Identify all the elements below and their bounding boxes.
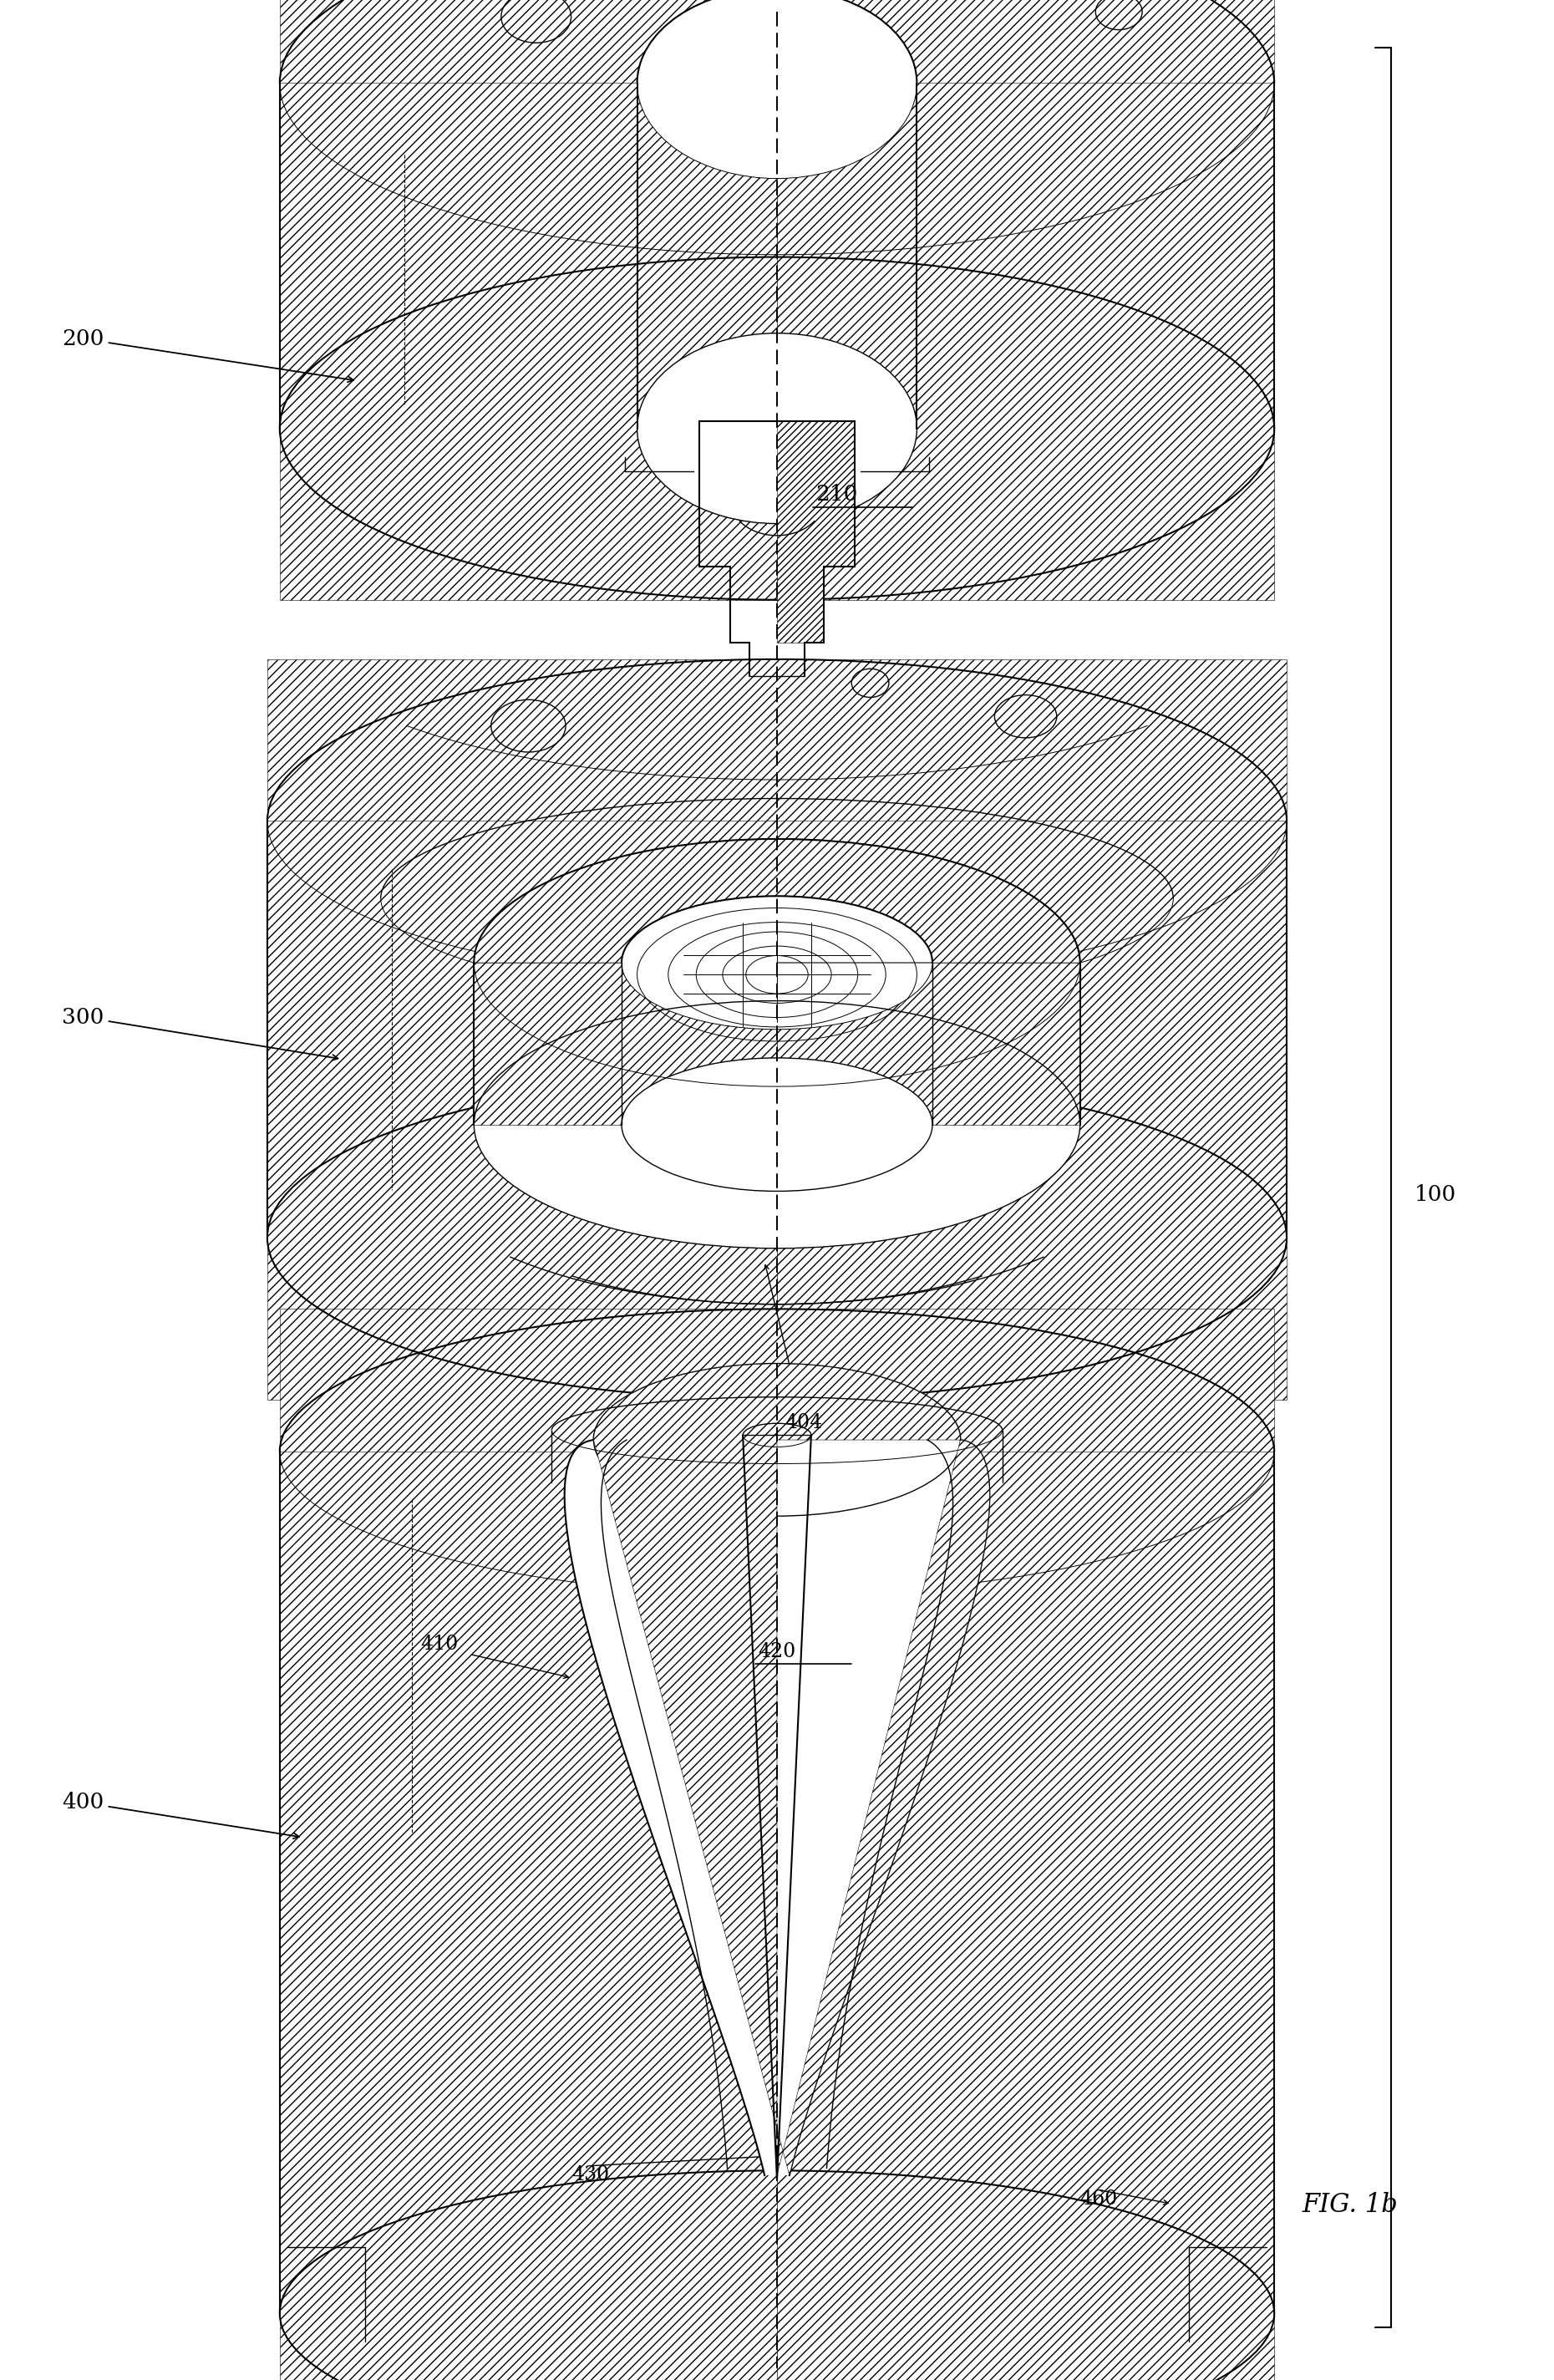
Polygon shape [777, 659, 1287, 1399]
Polygon shape [622, 1059, 932, 1190]
Text: 420: 420 [758, 1642, 796, 1661]
Polygon shape [280, 0, 777, 600]
Text: 460: 460 [1080, 2190, 1117, 2209]
Text: 400: 400 [62, 1792, 298, 1840]
Polygon shape [637, 333, 917, 524]
Polygon shape [280, 1309, 1274, 2380]
Polygon shape [267, 659, 1287, 1399]
Text: 410: 410 [421, 1635, 458, 1654]
Text: 200: 200 [62, 328, 353, 383]
Polygon shape [474, 962, 777, 1123]
Text: 100: 100 [1414, 1185, 1456, 1204]
Polygon shape [777, 0, 1274, 600]
Polygon shape [267, 659, 1287, 821]
Text: 210: 210 [816, 483, 858, 505]
Polygon shape [474, 840, 1080, 962]
Polygon shape [474, 840, 1080, 1247]
Polygon shape [594, 1364, 990, 2175]
Polygon shape [777, 421, 855, 643]
Text: FIG. 1b: FIG. 1b [1302, 2192, 1399, 2218]
Polygon shape [637, 0, 917, 178]
Polygon shape [280, 1309, 1274, 1452]
Polygon shape [777, 1309, 1274, 2380]
Polygon shape [267, 659, 777, 1399]
Polygon shape [777, 962, 1080, 1123]
Text: 404: 404 [785, 1414, 822, 1433]
Polygon shape [622, 897, 932, 1028]
Polygon shape [280, 1309, 777, 2380]
Polygon shape [280, 0, 1274, 83]
Polygon shape [564, 1364, 990, 2175]
Polygon shape [280, 0, 1274, 600]
Text: 300: 300 [62, 1007, 337, 1061]
Text: 430: 430 [572, 2166, 609, 2185]
